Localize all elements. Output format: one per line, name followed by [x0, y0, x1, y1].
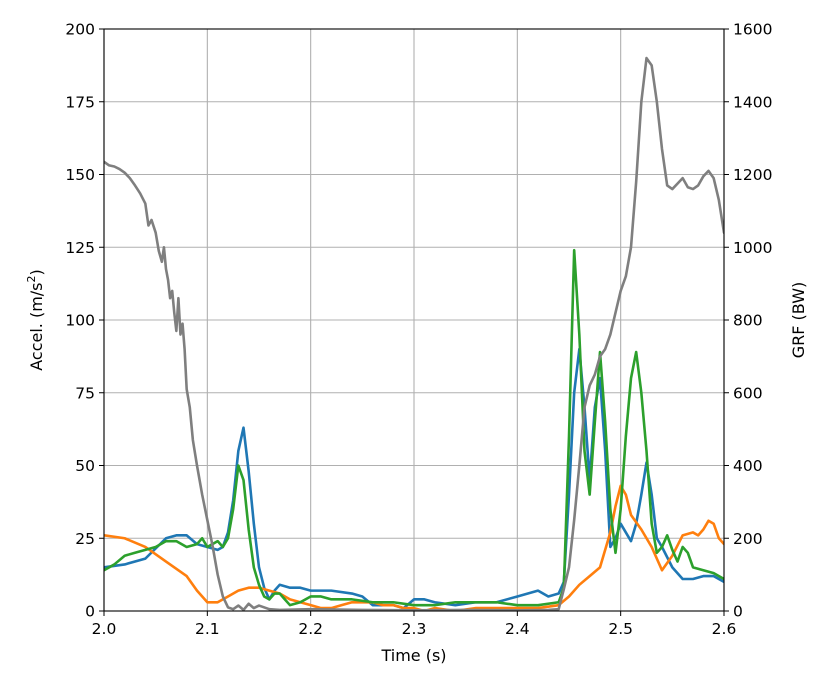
x-tick-label: 2.6	[712, 620, 737, 638]
y-axis-right-label: GRF (BW)	[789, 282, 808, 359]
x-tick-label: 2.2	[298, 620, 323, 638]
y-left-tick-label: 75	[75, 384, 95, 402]
y-right-tick-label: 400	[733, 457, 763, 475]
series-line-3	[104, 56, 724, 611]
y-right-tick-label: 1000	[733, 239, 772, 257]
y-left-tick-label: 0	[85, 603, 95, 621]
y-left-tick-label: 175	[65, 93, 95, 111]
x-axis-label: Time (s)	[380, 646, 446, 665]
y-axis-left-label-main: Accel. (m/s	[27, 282, 46, 370]
y-axis-left-label-end: )	[27, 269, 46, 275]
y-right-tick-label: 200	[733, 530, 763, 548]
y-right-tick-label: 1600	[733, 21, 772, 39]
y-left-tick-label: 125	[65, 239, 95, 257]
x-tick-label: 2.5	[608, 620, 633, 638]
y-left-tick-label: 25	[75, 530, 95, 548]
x-tick-label: 2.0	[92, 620, 117, 638]
y-left-tick-label: 200	[65, 21, 95, 39]
grid	[103, 28, 725, 612]
series-group	[104, 56, 724, 611]
x-tick-label: 2.1	[195, 620, 220, 638]
ticks: 2.0 2.1 2.2 2.3 2.4 2.5 2.60255075100125150175…	[65, 21, 772, 639]
y-axis-left-label: Accel. (m/s2)	[25, 269, 46, 371]
y-right-tick-label: 0	[733, 603, 743, 621]
x-tick-label: 2.4	[505, 620, 530, 638]
y-right-tick-label: 600	[733, 384, 763, 402]
y-right-tick-label: 1400	[733, 93, 772, 111]
y-axis-left-label-superscript: 2	[25, 275, 38, 282]
y-right-tick-label: 1200	[733, 166, 772, 184]
x-tick-label: 2.3	[402, 620, 427, 638]
y-right-tick-label: 800	[733, 312, 763, 330]
y-left-tick-label: 100	[65, 312, 95, 330]
y-left-tick-label: 50	[75, 457, 95, 475]
y-left-tick-label: 150	[65, 166, 95, 184]
